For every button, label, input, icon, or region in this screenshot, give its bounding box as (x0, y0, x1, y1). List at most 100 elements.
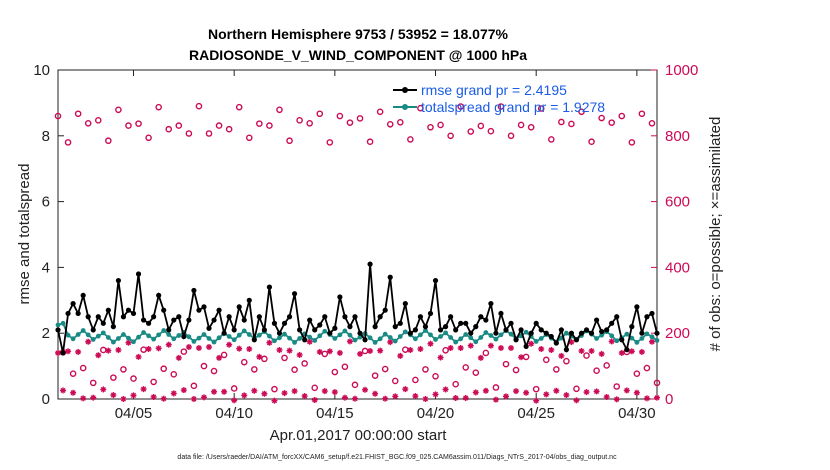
totalspread-point (176, 333, 182, 338)
possible-obs-point (286, 137, 293, 145)
totalspread-point (402, 329, 408, 335)
y-axis-right-label: # of obs: o=possible; ×=assimilated (707, 117, 724, 352)
assimilated-obs-point (150, 394, 157, 401)
assimilated-obs-stroke (533, 398, 539, 404)
possible-obs-point (230, 385, 238, 392)
rmse-point (110, 324, 116, 330)
footnote: data file: /Users/raeder/DAI/ATM_forcXX/… (177, 454, 617, 461)
possible-obs-point (467, 128, 475, 135)
assimilated-obs-point (372, 390, 379, 397)
rmse-point (543, 330, 549, 336)
assimilated-obs-stroke (548, 347, 554, 353)
assimilated-obs-stroke (171, 390, 177, 397)
assimilated-obs-stroke (80, 395, 86, 401)
y-axis-left-label: rmse and totalspread (16, 164, 33, 305)
rmse-point (624, 347, 630, 353)
rmse-point (407, 330, 413, 336)
totalspread-point (246, 332, 252, 337)
possible-obs-point (396, 119, 404, 126)
rmse-point (337, 294, 343, 300)
rmse-point (100, 320, 106, 326)
assimilated-obs-stroke (432, 391, 439, 397)
rmse-point (135, 271, 142, 277)
totalspread-point (231, 337, 237, 343)
rmse-point (437, 327, 444, 333)
assimilated-obs-point (135, 353, 142, 360)
totalspread-point (171, 336, 177, 342)
assimilated-obs-stroke (478, 355, 484, 361)
totalspread-point (347, 332, 353, 338)
assimilated-obs-point (417, 345, 424, 352)
assimilated-obs-stroke (115, 347, 121, 353)
assimilated-obs-stroke (599, 351, 605, 357)
rmse-point (634, 304, 640, 310)
possible-obs-point (306, 119, 313, 127)
rmse-point (488, 300, 494, 307)
rmse-point (55, 327, 61, 333)
assimilated-obs-stroke (458, 345, 464, 351)
rmse-point (573, 337, 580, 343)
assimilated-obs-point (125, 339, 132, 346)
totalspread-point (649, 334, 655, 340)
assimilated-obs-stroke (367, 348, 373, 354)
possible-obs-point (492, 384, 500, 391)
assimilated-obs-stroke (352, 396, 358, 402)
rmse-point (181, 333, 187, 340)
assimilated-obs-point (477, 354, 484, 361)
assimilated-obs-point (487, 342, 494, 349)
possible-obs-point (130, 375, 137, 382)
possible-obs-point (170, 371, 178, 378)
possible-obs-point (281, 354, 288, 362)
rmse-point (402, 300, 408, 307)
assimilated-obs-point (261, 390, 268, 397)
x-tick-label: 04/15 (316, 405, 354, 422)
rmse-point (629, 324, 635, 330)
assimilated-obs-point (362, 386, 369, 393)
rmse-point (191, 287, 197, 294)
possible-obs-point (331, 368, 339, 376)
assimilated-obs-stroke (327, 348, 333, 354)
totalspread-point (639, 336, 645, 341)
assimilated-obs-stroke (125, 340, 132, 346)
totalspread-point (317, 333, 323, 339)
assimilated-obs-stroke (392, 393, 398, 399)
possible-obs-point (527, 123, 535, 131)
totalspread-point (463, 332, 469, 337)
rmse-point (422, 324, 429, 330)
assimilated-obs-point (583, 389, 590, 396)
assimilated-obs-point (387, 339, 394, 346)
rmse-point (307, 317, 313, 323)
totalspread-point (629, 335, 635, 341)
totalspread-point (287, 335, 292, 341)
rmse-point (352, 314, 358, 320)
possible-obs-point (200, 362, 208, 370)
rmse-point (593, 317, 600, 323)
axis-ticks: 04/05 04/10 04/15 04/20 04/25 04/30 0 2 4 6 8 10 0 20… (33, 62, 698, 422)
possible-obs-point (442, 347, 449, 354)
assimilated-obs-point (306, 338, 313, 345)
assimilated-obs-stroke (483, 388, 489, 394)
possible-obs-point (542, 356, 550, 364)
assimilated-obs-stroke (442, 386, 449, 393)
totalspread-point (136, 334, 141, 340)
assimilated-obs-point (226, 341, 233, 348)
assimilated-obs-stroke (362, 387, 368, 393)
rmse-point (473, 324, 479, 330)
possible-obs-point (497, 103, 505, 110)
assimilated-obs-stroke (518, 354, 524, 360)
possible-obs-point (422, 366, 429, 373)
assimilated-obs-point (472, 389, 479, 396)
possible-obs-point (371, 372, 379, 379)
possible-obs-point (110, 374, 117, 381)
rmse-point (286, 314, 293, 320)
assimilated-obs-point (236, 345, 243, 352)
rmse-point (60, 350, 66, 356)
possible-obs-point (125, 122, 132, 129)
assimilated-obs-point (558, 352, 565, 359)
assimilated-obs-stroke (578, 348, 585, 354)
assimilated-obs-point (467, 342, 474, 349)
assimilated-obs-point (628, 348, 635, 355)
assimilated-obs-stroke (644, 395, 650, 401)
rmse-point (281, 320, 288, 326)
possible-obs-point (271, 385, 278, 393)
